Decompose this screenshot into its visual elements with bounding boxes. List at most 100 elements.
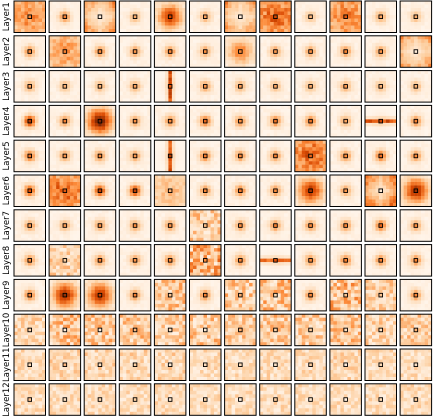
heat-cell (228, 88, 232, 92)
heat-cell (73, 11, 78, 16)
heat-cell (333, 157, 338, 162)
heat-cell (42, 25, 46, 30)
heat-cell (112, 91, 116, 96)
heat-cell (235, 11, 239, 16)
heat-cell (35, 168, 39, 172)
heat-cell (31, 126, 36, 131)
heat-cell (77, 29, 81, 33)
heat-cell (389, 168, 394, 172)
heat-cell (245, 56, 250, 61)
heat-cell (329, 15, 334, 19)
heat-cell (417, 140, 422, 144)
heat-cell (94, 70, 99, 75)
heat-cell (87, 18, 92, 23)
heat-cell (277, 95, 281, 99)
heat-cell (108, 70, 113, 75)
heat-cell (242, 25, 246, 30)
heat-cell (400, 105, 404, 110)
heat-cell (277, 84, 281, 89)
heat-cell (368, 115, 373, 120)
heat-cell (122, 126, 127, 131)
heat-cell (224, 1, 229, 5)
heat-cell (207, 53, 211, 57)
heat-cell (414, 84, 418, 89)
heat-cell (414, 126, 418, 131)
heat-cell (365, 39, 369, 43)
heat-cell (336, 53, 341, 57)
heat-cell (105, 35, 109, 40)
heat-cell (354, 133, 359, 138)
heat-cell (368, 46, 373, 50)
heat-cell (17, 29, 22, 33)
heat-cell (407, 8, 411, 12)
heat-cell (287, 84, 292, 89)
heat-cell (35, 88, 39, 92)
heat-cell (259, 42, 264, 47)
heat-cell (340, 95, 345, 99)
heat-cell (126, 4, 130, 9)
heat-cell (126, 22, 130, 26)
heat-cell (417, 1, 422, 5)
heat-cell (140, 63, 144, 68)
heat-cell (136, 108, 141, 113)
heat-cell (252, 143, 257, 148)
heat-cell (119, 18, 123, 23)
heat-cell (421, 39, 425, 43)
heat-cell (77, 88, 81, 92)
heat-cell (284, 77, 288, 82)
heat-cell (259, 81, 264, 85)
heat-cell (28, 84, 32, 89)
heat-cell (217, 84, 222, 89)
heat-cell (312, 150, 316, 155)
heat-cell (393, 56, 397, 61)
heat-cell (231, 147, 236, 151)
heat-cell (329, 157, 334, 162)
heat-cell (112, 150, 116, 155)
heat-cell (214, 56, 218, 61)
heat-cell (161, 126, 166, 131)
heat-cell (136, 15, 141, 19)
heat-cell (315, 29, 320, 33)
heat-cell (214, 108, 218, 113)
heat-cell (28, 18, 32, 23)
heat-cell (91, 49, 95, 54)
heat-cell (31, 84, 36, 89)
heat-cell (42, 15, 46, 19)
heat-cell (235, 53, 239, 57)
heat-cell (263, 143, 267, 148)
heat-cell (224, 70, 229, 75)
heat-cell (424, 4, 429, 9)
heat-cell (108, 56, 113, 61)
heat-cell (24, 105, 29, 110)
heat-cell (196, 22, 201, 26)
heat-cell (210, 129, 215, 134)
heat-cell (365, 8, 369, 12)
heat-cell (284, 42, 288, 47)
heat-cell (343, 95, 348, 99)
heat-cell (28, 143, 32, 148)
heat-cell (386, 25, 390, 30)
heat-cell (38, 154, 43, 158)
heat-cell (400, 1, 404, 5)
heat-cell (245, 22, 250, 26)
heat-cell (294, 56, 299, 61)
heat-cell (189, 115, 194, 120)
row-label-layer10: Layer10 (2, 313, 12, 348)
heat-cell (14, 60, 18, 64)
heat-cell (119, 98, 123, 103)
heat-cell (315, 56, 320, 61)
heat-cell (382, 168, 387, 172)
heat-cell (119, 84, 123, 89)
heat-cell (105, 129, 109, 134)
heat-cell (63, 18, 67, 23)
heat-cell (407, 53, 411, 57)
heat-cell (386, 15, 390, 19)
heat-cell (49, 81, 53, 85)
heat-cell (242, 77, 246, 82)
heat-cell (301, 4, 306, 9)
heat-cell (105, 112, 109, 117)
heat-cell (350, 29, 355, 33)
heat-cell (298, 70, 302, 75)
panel-frame (118, 70, 152, 103)
heat-cell (375, 46, 380, 50)
